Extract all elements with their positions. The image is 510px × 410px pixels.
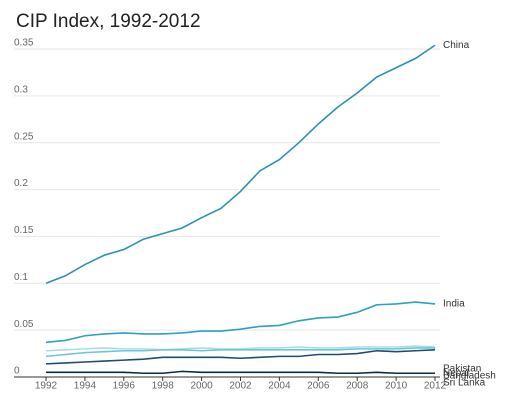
x-tick-label: 1998 — [152, 381, 175, 392]
x-tick-label: 2012 — [424, 381, 447, 392]
series-label: Sri Lanka — [443, 377, 486, 388]
series-line — [45, 301, 436, 344]
chart-title: CIP Index, 1992-2012 — [16, 11, 201, 32]
y-tick-label: 0.25 — [14, 131, 34, 142]
series-label: India — [443, 299, 465, 310]
series-label: China — [443, 40, 470, 51]
series-line — [45, 347, 435, 358]
x-tick-label: 2010 — [385, 381, 408, 392]
x-tick-label: 1992 — [35, 381, 58, 392]
series-line — [45, 345, 436, 352]
y-tick-label: 0.05 — [14, 319, 34, 330]
x-tick-label: 2002 — [229, 381, 252, 392]
y-tick-label: 0 — [14, 366, 20, 377]
x-tick-label: 2004 — [268, 381, 291, 392]
series-line — [45, 44, 436, 285]
y-tick-label: 0.35 — [14, 38, 34, 49]
y-tick-label: 0.15 — [14, 225, 34, 236]
x-tick-label: 1996 — [113, 381, 136, 392]
y-tick-label: 0.2 — [14, 178, 28, 189]
series-label: Bangladesh — [443, 371, 496, 382]
y-tick-label: 0.3 — [14, 84, 28, 95]
series-line — [46, 370, 435, 375]
y-tick-label: 0.1 — [14, 272, 28, 283]
x-tick-label: 2008 — [346, 381, 369, 392]
series-line — [45, 349, 436, 365]
series-label: Pakistan — [443, 364, 481, 375]
x-tick-label: 1994 — [74, 381, 97, 392]
x-tick-label: 2000 — [190, 381, 213, 392]
x-tick-label: 2006 — [307, 381, 330, 392]
series-label: Nepal — [443, 368, 469, 379]
